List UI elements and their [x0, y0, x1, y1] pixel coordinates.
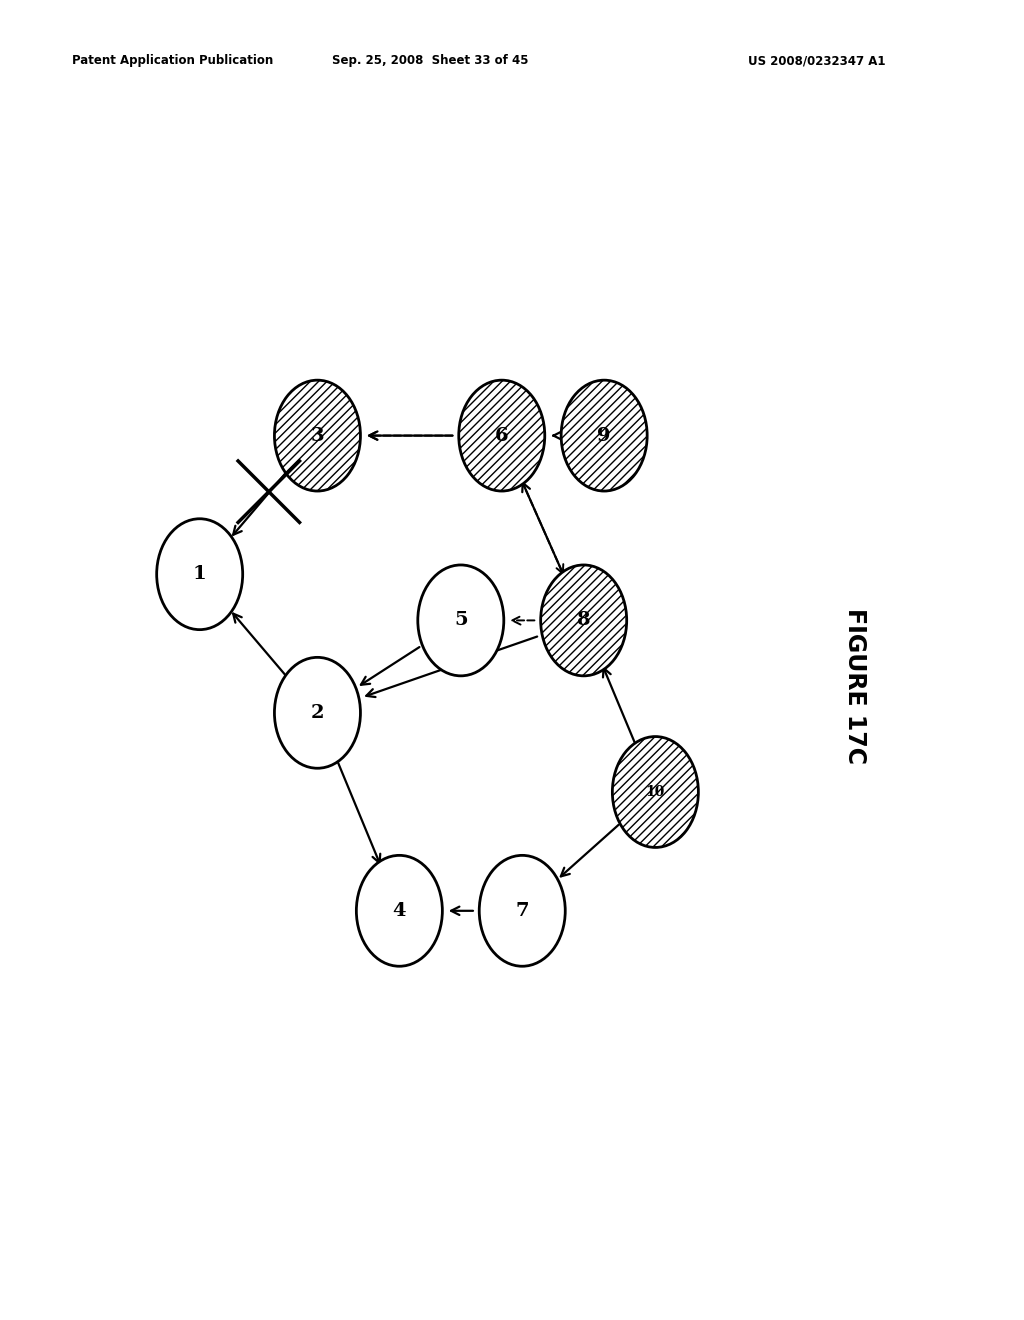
Text: Patent Application Publication: Patent Application Publication [72, 54, 273, 67]
Text: 5: 5 [454, 611, 468, 630]
Circle shape [157, 519, 243, 630]
Text: 3: 3 [310, 426, 325, 445]
Circle shape [612, 737, 698, 847]
Circle shape [274, 380, 360, 491]
Text: 9: 9 [597, 426, 611, 445]
Circle shape [274, 380, 360, 491]
Circle shape [459, 380, 545, 491]
Circle shape [356, 855, 442, 966]
Circle shape [479, 855, 565, 966]
Text: US 2008/0232347 A1: US 2008/0232347 A1 [748, 54, 885, 67]
Text: FIGURE 17C: FIGURE 17C [843, 609, 867, 764]
Text: 8: 8 [577, 611, 591, 630]
Text: Sep. 25, 2008  Sheet 33 of 45: Sep. 25, 2008 Sheet 33 of 45 [332, 54, 528, 67]
Circle shape [541, 565, 627, 676]
Text: 7: 7 [515, 902, 529, 920]
Circle shape [561, 380, 647, 491]
Circle shape [459, 380, 545, 491]
Circle shape [612, 737, 698, 847]
Text: 4: 4 [392, 902, 407, 920]
Text: 2: 2 [310, 704, 325, 722]
Text: 10: 10 [646, 785, 665, 799]
Text: 1: 1 [193, 565, 207, 583]
Circle shape [561, 380, 647, 491]
Circle shape [418, 565, 504, 676]
Text: 6: 6 [495, 426, 509, 445]
Circle shape [274, 657, 360, 768]
Circle shape [541, 565, 627, 676]
